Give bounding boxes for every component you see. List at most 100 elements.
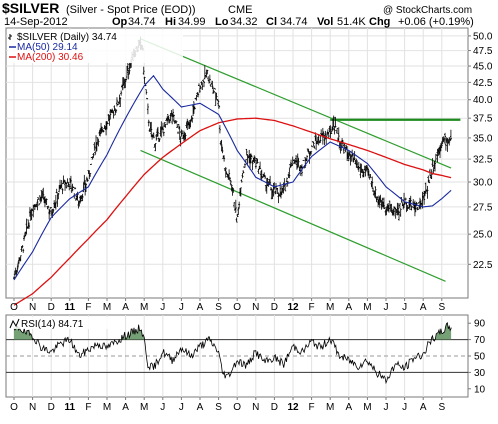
rsi-panel: 90 70 50 30 10 RSI(14) 84.71: [5, 314, 486, 398]
x-tick-label: J: [160, 402, 165, 413]
price-y-tick-label: 47.5: [473, 46, 493, 57]
price-y-tick-label: 25.0: [473, 230, 493, 241]
price-plot: [13, 36, 461, 306]
x-tick-label: S: [215, 302, 222, 313]
stat-low-label: Lo: [215, 16, 229, 28]
x-tick-label: O: [233, 302, 241, 313]
x-tick-label: J: [160, 302, 165, 313]
x-tick-label: A: [122, 302, 129, 313]
x-tick-label: J: [384, 402, 389, 413]
x-tick-label: A: [122, 402, 129, 413]
price-y-tick-label: 35.0: [473, 133, 493, 144]
price-y-tick-label: 32.5: [473, 155, 493, 166]
x-tick-label: A: [197, 302, 204, 313]
rsi-plot: [13, 322, 452, 385]
x-tick-label: D: [271, 302, 278, 313]
stat-high-label: Hi: [165, 16, 176, 28]
price-panel: 50.0 47.5 45.0 42.5 40.0 37.5 35.0 32.5 30.0 27.5…: [5, 27, 493, 306]
x-tick-label: 11: [65, 402, 76, 413]
rsi-label: RSI(14) 84.71: [21, 319, 84, 330]
ohlc-bars: [13, 36, 452, 280]
stat-high-value: 34.99: [178, 16, 206, 28]
chart-description: (Silver - Spot Price (EOD)): [66, 4, 196, 16]
legend-box: [8, 30, 183, 63]
x-tick-label: 12: [287, 402, 299, 413]
stat-open-label: Op: [112, 16, 128, 28]
x-axis-top: O N D 11 F M A M J J A S O N D 12 F M A M J J A S: [10, 298, 445, 313]
ma200-line: [13, 117, 452, 306]
rsi-y-axis: 90 70 50 30 10: [468, 319, 486, 395]
x-tick-label: N: [29, 302, 36, 313]
x-tick-label: M: [363, 402, 371, 413]
x-tick-label: D: [48, 402, 55, 413]
price-legend: $SILVER (Daily) 34.74 MA(50) 29.14 MA(20…: [8, 30, 183, 63]
price-y-tick-label: 42.5: [473, 78, 493, 89]
price-y-axis: 50.0 47.5 45.0 42.5 40.0 37.5 35.0 32.5 30.0 27.5…: [468, 31, 493, 271]
x-tick-label: M: [103, 402, 111, 413]
x-axis-bottom: O N D 11 F M A M J J A S O N D 12 F M A M J J A S: [10, 397, 445, 413]
rsi-line-icon: [9, 318, 20, 329]
x-tick-label: O: [233, 402, 241, 413]
x-tick-label: M: [326, 402, 334, 413]
price-y-tick-label: 27.5: [473, 202, 493, 213]
x-tick-label: M: [363, 302, 371, 313]
stat-change-label: Chg: [369, 16, 390, 28]
price-y-tick-label: 22.5: [473, 260, 493, 271]
x-tick-label: A: [197, 402, 204, 413]
x-tick-label: M: [103, 302, 111, 313]
x-tick-label: D: [48, 302, 55, 313]
x-tick-label: S: [438, 402, 445, 413]
x-tick-label: 11: [65, 302, 76, 313]
x-tick-label: F: [85, 302, 91, 313]
rsi-y-tick-label: 90: [474, 319, 486, 330]
x-tick-label: S: [438, 302, 445, 313]
legend-ma50: MA(50) 29.14: [17, 42, 78, 53]
x-tick-label: M: [326, 302, 334, 313]
price-y-tick-label: 40.0: [473, 95, 493, 106]
x-tick-label: J: [402, 302, 407, 313]
x-tick-label: 12: [287, 302, 299, 313]
x-tick-label: J: [402, 402, 407, 413]
chart-symbol: $SILVER: [2, 0, 59, 16]
rsi-line: [13, 322, 452, 385]
x-tick-label: J: [179, 302, 184, 313]
stat-close-value: 34.74: [280, 16, 308, 28]
stat-change-value: +0.06 (+0.19%): [398, 16, 474, 28]
legend-ma200: MA(200) 30.46: [17, 52, 84, 63]
price-y-tick-label: 45.0: [473, 62, 493, 73]
x-tick-label: F: [309, 402, 315, 413]
watermark: @ StockCharts.com: [383, 5, 472, 16]
stat-close-label: Cl: [266, 16, 277, 28]
x-tick-label: F: [309, 302, 315, 313]
trendline-channel-upper: [140, 38, 452, 169]
x-tick-label: M: [140, 302, 148, 313]
x-tick-label: A: [345, 302, 352, 313]
rsi-y-tick-label: 50: [474, 352, 486, 363]
x-tick-label: M: [140, 402, 148, 413]
x-tick-label: N: [29, 402, 36, 413]
x-tick-label: F: [85, 402, 91, 413]
x-tick-label: D: [271, 402, 278, 413]
price-grid: [6, 28, 468, 298]
rsi-label-box: [8, 317, 108, 329]
x-tick-label: A: [345, 402, 352, 413]
ohlc-bar-icon: [8, 34, 12, 40]
x-tick-label: J: [384, 302, 389, 313]
ma50-line: [13, 74, 452, 281]
price-y-tick-label: 50.0: [473, 31, 493, 42]
x-tick-label: S: [215, 402, 222, 413]
x-tick-label: N: [252, 302, 259, 313]
chart-date: 14-Sep-2012: [4, 16, 68, 28]
rsi-y-tick-label: 30: [474, 368, 486, 379]
x-tick-label: A: [420, 302, 427, 313]
stat-volume-value: 51.4K: [337, 16, 366, 28]
chart-exchange: CME: [228, 4, 252, 16]
stat-low-value: 34.32: [230, 16, 258, 28]
x-tick-label: J: [179, 402, 184, 413]
rsi-y-tick-label: 70: [474, 335, 486, 346]
x-tick-label: A: [420, 402, 427, 413]
stat-volume-label: Vol: [317, 16, 333, 28]
trendline-channel-lower: [140, 149, 446, 282]
price-y-tick-label: 30.0: [473, 178, 493, 189]
